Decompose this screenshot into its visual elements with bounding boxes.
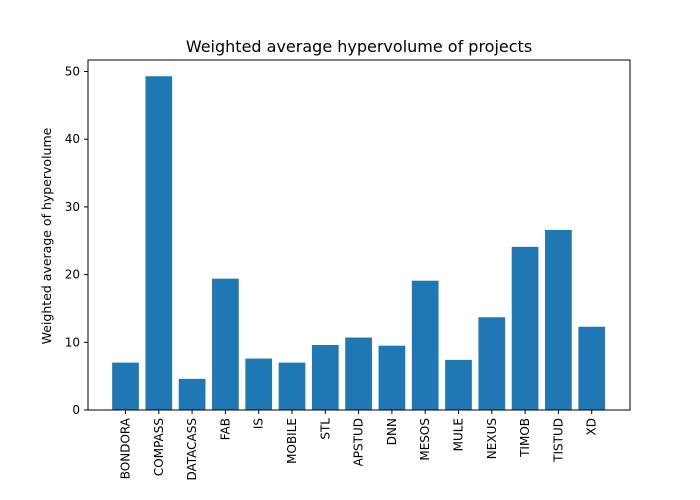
bar-nexus — [478, 317, 506, 410]
x-tick-label: MULE — [452, 418, 466, 451]
y-tick-label: 10 — [65, 335, 80, 349]
y-tick-label: 0 — [72, 403, 80, 417]
bar-fab — [212, 278, 239, 410]
bar-mule — [445, 359, 472, 410]
bar-compass — [145, 76, 173, 410]
x-tick-label: XD — [585, 418, 599, 435]
x-tick-label: APSTUD — [352, 418, 366, 466]
x-tick-label: BONDORA — [119, 417, 133, 479]
x-tick-label: FAB — [218, 418, 232, 440]
bar-tistud — [545, 229, 572, 410]
chart-title: Weighted average hypervolume of projects — [186, 37, 532, 56]
y-tick-label: 40 — [65, 132, 80, 146]
y-tick-label: 20 — [65, 268, 80, 282]
x-tick-label: STL — [318, 418, 332, 440]
y-axis-ticks: 0 10 20 30 40 50 — [65, 65, 88, 417]
x-tick-label: MOBILE — [285, 418, 299, 464]
bar-datacass — [178, 378, 206, 410]
x-tick-label: COMPASS — [152, 418, 166, 476]
bar-bondora — [112, 362, 139, 410]
y-tick-label: 30 — [65, 200, 80, 214]
x-tick-label: TISTUD — [551, 418, 565, 463]
x-tick-label: MESOS — [418, 418, 432, 461]
y-tick-label: 50 — [65, 65, 80, 79]
bar-timob — [511, 246, 539, 410]
x-tick-label: DNN — [385, 418, 399, 445]
x-axis-ticks: BONDORA COMPASS DATACASS FAB IS MOBILE STL APST… — [119, 410, 599, 481]
bar-stl — [311, 345, 339, 410]
y-axis-label: Weighted average of hypervolume — [39, 127, 54, 344]
bar-is — [245, 358, 273, 410]
bar-dnn — [378, 345, 406, 410]
x-tick-label: TIMOB — [518, 418, 532, 458]
x-tick-label: NEXUS — [485, 418, 499, 459]
bar-apstud — [345, 337, 372, 410]
bars-group — [112, 76, 606, 410]
x-tick-label: IS — [252, 418, 266, 429]
plot-frame — [87, 59, 631, 411]
bar-mobile — [278, 362, 306, 410]
x-tick-label: DATACASS — [185, 418, 199, 481]
bar-xd — [578, 326, 606, 410]
bar-mesos — [411, 280, 439, 410]
